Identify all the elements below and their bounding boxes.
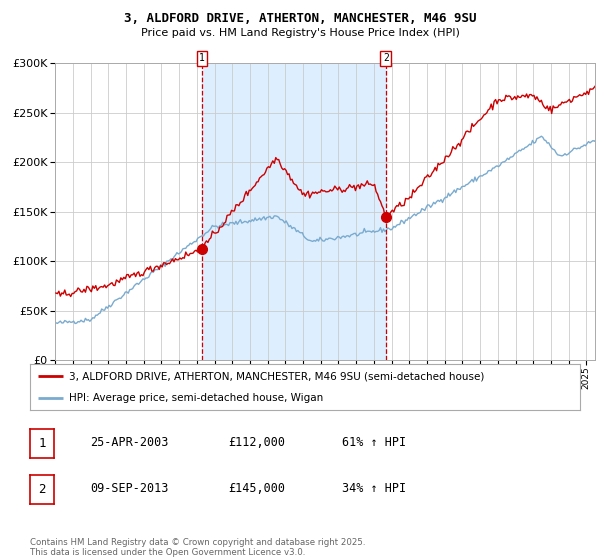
Text: £112,000: £112,000 [228, 436, 285, 449]
Text: 3, ALDFORD DRIVE, ATHERTON, MANCHESTER, M46 9SU (semi-detached house): 3, ALDFORD DRIVE, ATHERTON, MANCHESTER, … [68, 371, 484, 381]
Text: 25-APR-2003: 25-APR-2003 [90, 436, 169, 449]
Text: Price paid vs. HM Land Registry's House Price Index (HPI): Price paid vs. HM Land Registry's House … [140, 28, 460, 38]
Text: 1: 1 [38, 437, 46, 450]
Text: 3, ALDFORD DRIVE, ATHERTON, MANCHESTER, M46 9SU: 3, ALDFORD DRIVE, ATHERTON, MANCHESTER, … [124, 12, 476, 25]
Text: HPI: Average price, semi-detached house, Wigan: HPI: Average price, semi-detached house,… [68, 393, 323, 403]
Text: £145,000: £145,000 [228, 482, 285, 495]
Text: 2: 2 [383, 53, 389, 63]
Text: 34% ↑ HPI: 34% ↑ HPI [342, 482, 406, 495]
Text: 1: 1 [199, 53, 205, 63]
Text: Contains HM Land Registry data © Crown copyright and database right 2025.
This d: Contains HM Land Registry data © Crown c… [30, 538, 365, 557]
Text: 09-SEP-2013: 09-SEP-2013 [90, 482, 169, 495]
Text: 61% ↑ HPI: 61% ↑ HPI [342, 436, 406, 449]
Bar [202, 63, 386, 360]
Text: 2: 2 [38, 483, 46, 496]
